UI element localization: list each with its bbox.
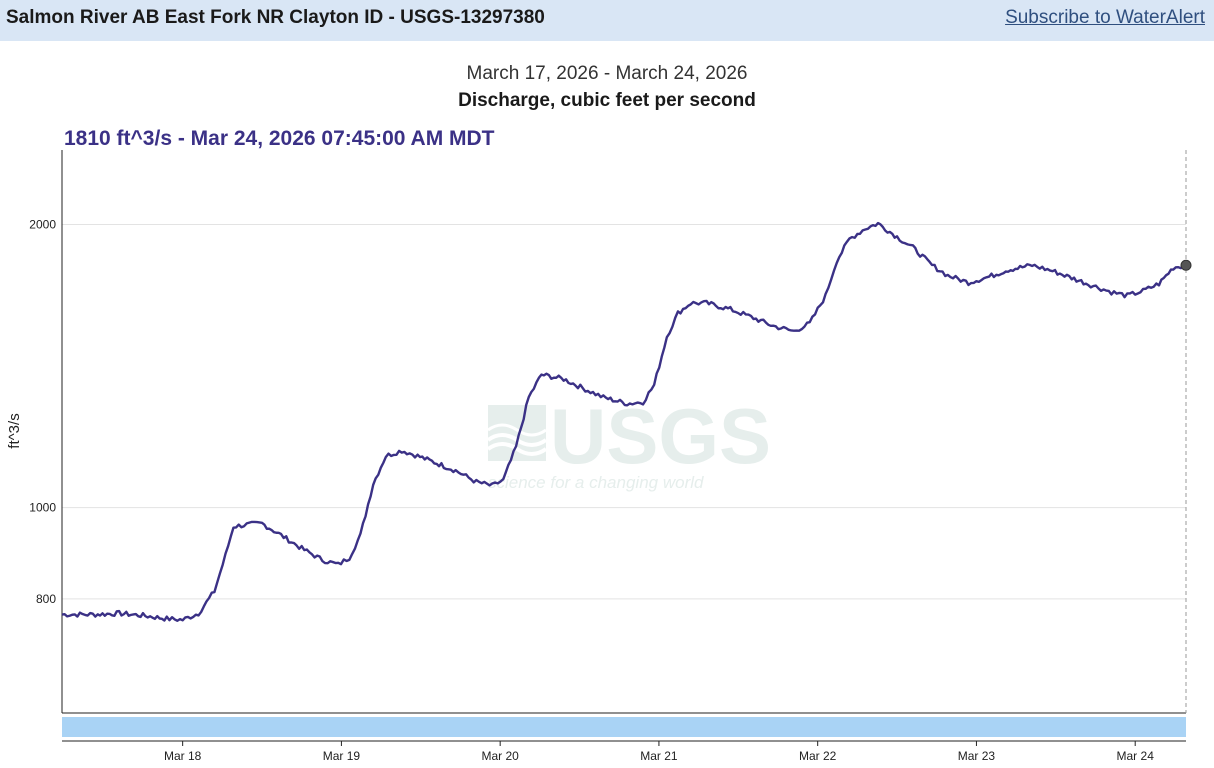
watermark-tagline: science for a changing world — [488, 473, 704, 492]
x-tick-label: Mar 18 — [164, 749, 202, 763]
x-tick-label: Mar 24 — [1117, 749, 1155, 763]
site-title: Salmon River AB East Fork NR Clayton ID … — [6, 7, 545, 28]
x-tick-label: Mar 22 — [799, 749, 837, 763]
y-tick-label: 800 — [36, 592, 56, 606]
current-value-readout: 1810 ft^3/s - Mar 24, 2026 07:45:00 AM M… — [64, 127, 495, 150]
y-tick-label: 1000 — [29, 501, 56, 515]
parameter-title: Discharge, cubic feet per second — [458, 90, 756, 111]
y-axis-ticks: 800 1000 2000 — [29, 217, 56, 605]
subscribe-waterelert-link[interactable]: Subscribe to WaterAlert — [1005, 7, 1205, 28]
header-bar: Salmon River AB East Fork NR Clayton ID … — [0, 0, 1214, 41]
grid-lines — [62, 223, 1186, 600]
x-tick-label: Mar 23 — [958, 749, 996, 763]
x-tick-label: Mar 20 — [481, 749, 519, 763]
x-axis-ticks: Mar 18 Mar 19 Mar 20 Mar 21 Mar 22 Mar 23 Mar … — [62, 740, 1186, 763]
date-range: March 17, 2026 - March 24, 2026 — [466, 63, 748, 84]
time-brush-slider[interactable] — [62, 717, 1186, 737]
y-tick-label: 2000 — [29, 217, 56, 231]
usgs-watermark: USGS science for a changing world — [486, 392, 771, 492]
watermark-logo-text: USGS — [550, 392, 771, 480]
discharge-series-line — [61, 221, 1187, 622]
y-axis-title: ft^3/s — [6, 413, 23, 448]
usgs-logo-waves-icon — [486, 405, 548, 461]
x-tick-label: Mar 21 — [640, 749, 678, 763]
x-tick-label: Mar 19 — [323, 749, 361, 763]
latest-value-point[interactable] — [1180, 259, 1192, 271]
